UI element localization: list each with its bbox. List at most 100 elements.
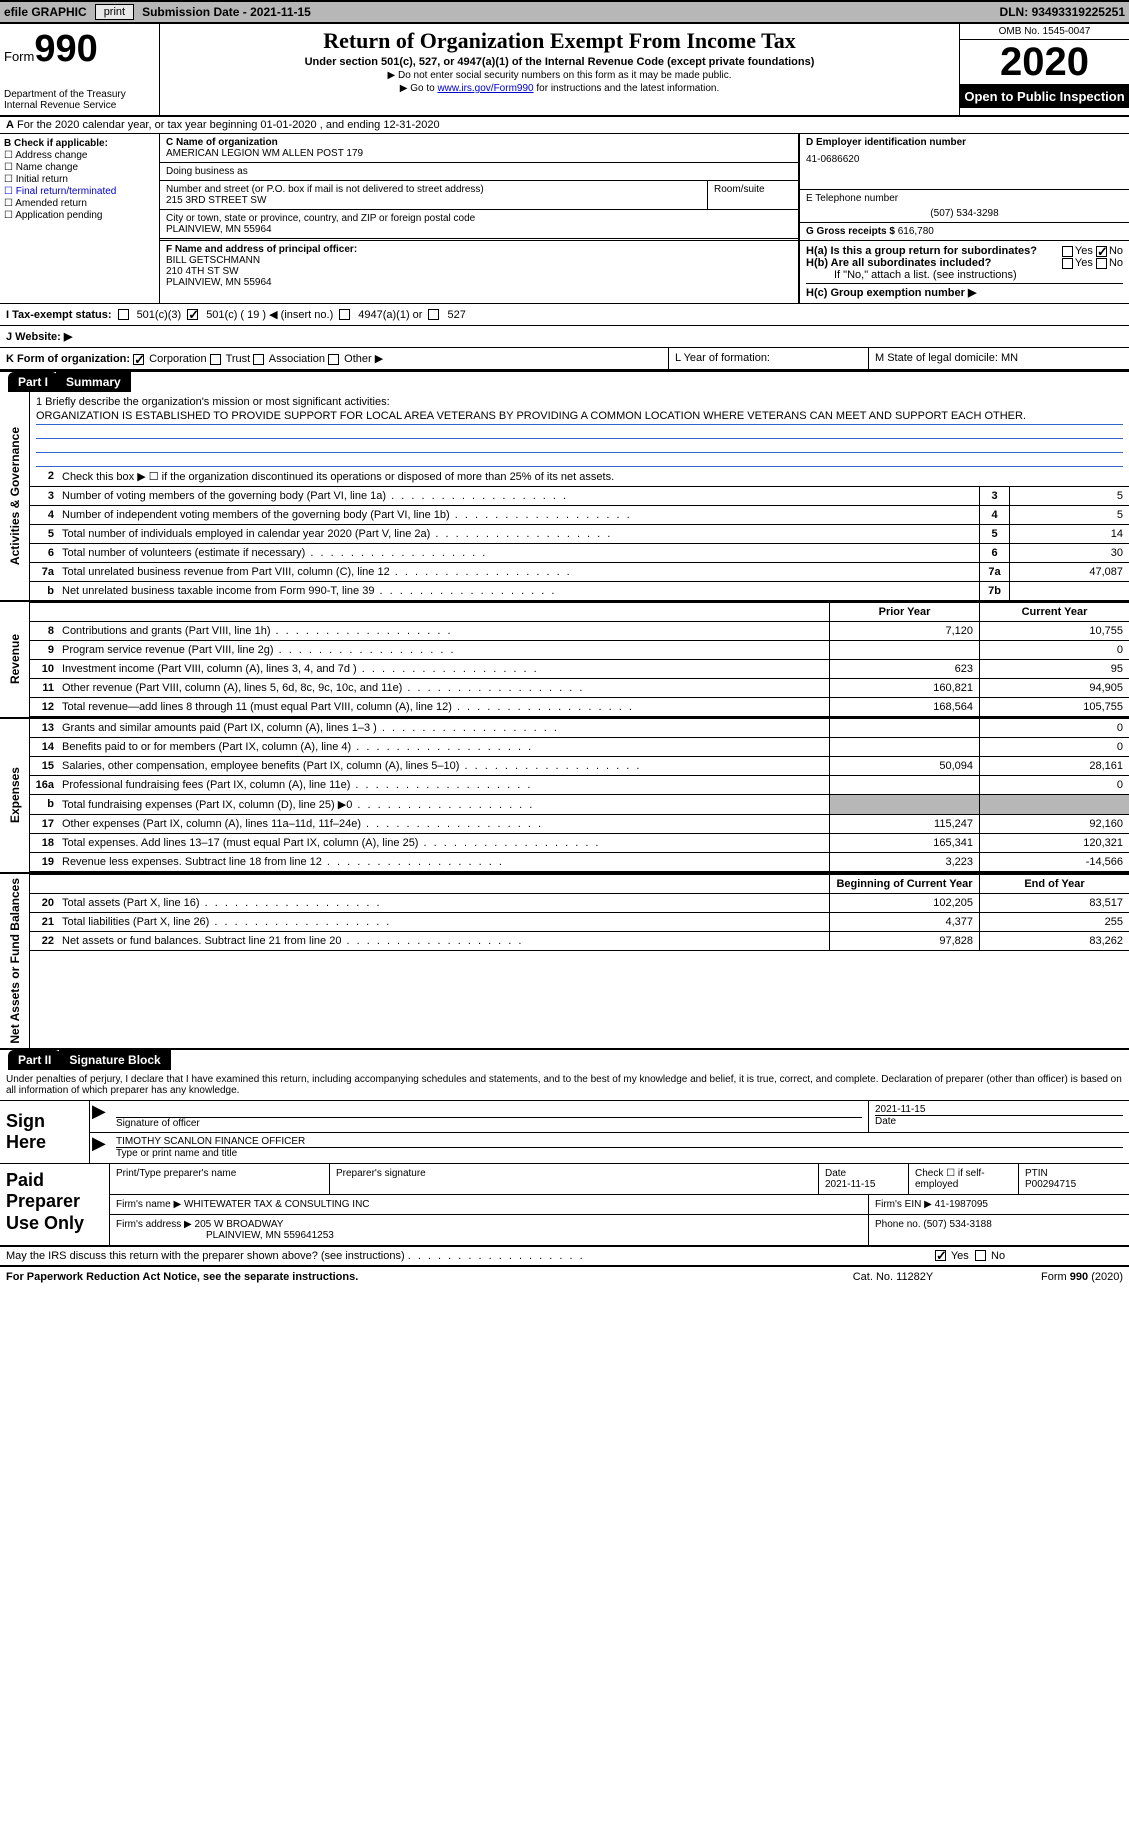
ha-yes[interactable] (1062, 246, 1073, 257)
cb-501c[interactable] (187, 309, 198, 320)
ein-value: 41-0686620 (806, 154, 1123, 165)
cb-other[interactable] (328, 354, 339, 365)
note2a: ▶ Go to (400, 83, 438, 94)
line-16a: 16aProfessional fundraising fees (Part I… (30, 776, 1129, 795)
prep-sig-label: Preparer's signature (330, 1164, 819, 1194)
revenue-section: Revenue Prior Year Current Year 8Contrib… (0, 602, 1129, 719)
line-22: 22Net assets or fund balances. Subtract … (30, 932, 1129, 951)
cb-corp[interactable] (133, 354, 144, 365)
prep-self-employed[interactable]: Check ☐ if self-employed (909, 1164, 1019, 1194)
line-20: 20Total assets (Part X, line 16)102,2058… (30, 894, 1129, 913)
phone-label: E Telephone number (806, 193, 1123, 204)
sig-of-officer-label: Signature of officer (116, 1118, 862, 1129)
mission-blank2 (36, 439, 1123, 453)
part2-title: Signature Block (59, 1050, 170, 1070)
chk-amended[interactable]: ☐ Amended return (4, 198, 155, 209)
dln: DLN: 93493319225251 (1000, 5, 1125, 19)
line-14: 14Benefits paid to or for members (Part … (30, 738, 1129, 757)
officer-addr2: PLAINVIEW, MN 55964 (166, 277, 792, 288)
sig-date: 2021-11-15 (875, 1104, 1123, 1116)
note-link: ▶ Go to www.irs.gov/Form990 for instruct… (168, 83, 951, 94)
form-subtitle: Under section 501(c), 527, or 4947(a)(1)… (168, 56, 951, 68)
note-ssn: ▶ Do not enter social security numbers o… (168, 70, 951, 81)
firm-phone: Phone no. (507) 534-3188 (869, 1215, 1129, 1245)
rev-col-header: Prior Year Current Year (30, 602, 1129, 622)
line-17: 17Other expenses (Part IX, column (A), l… (30, 815, 1129, 834)
city-label: City or town, state or province, country… (166, 213, 792, 224)
line-13: 13Grants and similar amounts paid (Part … (30, 719, 1129, 738)
dept-treasury: Department of the Treasury (4, 89, 155, 100)
h-c: H(c) Group exemption number ▶ (806, 287, 976, 299)
page-footer: For Paperwork Reduction Act Notice, see … (0, 1267, 1129, 1287)
mission-block: 1 Briefly describe the organization's mi… (30, 392, 1129, 467)
hdr-prior-year: Prior Year (829, 603, 979, 621)
line-21: 21Total liabilities (Part X, line 26)4,3… (30, 913, 1129, 932)
gov-line-7a: 7aTotal unrelated business revenue from … (30, 563, 1129, 582)
submission-date-label: Submission Date - 2021-11-15 (142, 5, 311, 19)
box-c-name: C Name of organization AMERICAN LEGION W… (160, 134, 798, 163)
print-button[interactable]: print (95, 4, 134, 20)
ha-no[interactable] (1096, 246, 1107, 257)
chk-app-pending[interactable]: ☐ Application pending (4, 210, 155, 221)
governance-section: Activities & Governance 1 Briefly descri… (0, 392, 1129, 602)
part-1-header: Part ISummary (0, 371, 1129, 392)
paid-preparer-label: Paid Preparer Use Only (0, 1164, 110, 1245)
period-text: For the 2020 calendar year, or tax year … (17, 119, 440, 131)
cb-527[interactable] (428, 309, 439, 320)
discuss-no[interactable] (975, 1250, 986, 1261)
officer-label: F Name and address of principal officer: (166, 244, 357, 255)
line-18: 18Total expenses. Add lines 13–17 (must … (30, 834, 1129, 853)
hdr-begin-year: Beginning of Current Year (829, 875, 979, 893)
form-word: Form (4, 49, 34, 64)
chk-final-return[interactable]: ☐ Final return/terminated (4, 186, 155, 197)
box-d-ein: D Employer identification number 41-0686… (800, 134, 1129, 190)
sig-date-label: Date (875, 1116, 1123, 1127)
box-b: B Check if applicable: ☐ Address change … (0, 134, 160, 303)
section-a-period: A For the 2020 calendar year, or tax yea… (0, 117, 1129, 134)
irs-link[interactable]: www.irs.gov/Form990 (437, 83, 533, 94)
cb-assoc[interactable] (253, 354, 264, 365)
form-number: Form990 (4, 28, 155, 71)
top-toolbar: efile GRAPHIC print Submission Date - 20… (0, 0, 1129, 24)
line-10: 10Investment income (Part VIII, column (… (30, 660, 1129, 679)
vlabel-revenue: Revenue (0, 602, 30, 717)
line-19: 19Revenue less expenses. Subtract line 1… (30, 853, 1129, 872)
room-label: Room/suite (714, 184, 792, 195)
vlabel-governance: Activities & Governance (0, 392, 30, 600)
hb-yes[interactable] (1062, 258, 1073, 269)
mission-blank1 (36, 425, 1123, 439)
tax-year: 2020 (960, 40, 1129, 85)
cb-501c3[interactable] (118, 309, 129, 320)
line-8: 8Contributions and grants (Part VIII, li… (30, 622, 1129, 641)
cb-4947[interactable] (339, 309, 350, 320)
cb-trust[interactable] (210, 354, 221, 365)
street-label: Number and street (or P.O. box if mail i… (166, 184, 701, 195)
row-i-status: I Tax-exempt status: 501(c)(3) 501(c) ( … (0, 304, 1129, 326)
gov-line-3: 3Number of voting members of the governi… (30, 487, 1129, 506)
public-inspection: Open to Public Inspection (960, 85, 1129, 108)
k-label: K Form of organization: (6, 353, 130, 365)
vlabel-netassets: Net Assets or Fund Balances (0, 874, 30, 1048)
dln-label: DLN: (1000, 5, 1029, 19)
box-m-state: M State of legal domicile: MN (869, 348, 1129, 369)
row-j-website: J Website: ▶ (0, 326, 1129, 348)
chk-initial-return[interactable]: ☐ Initial return (4, 174, 155, 185)
line-15: 15Salaries, other compensation, employee… (30, 757, 1129, 776)
gov-line-6: 6Total number of volunteers (estimate if… (30, 544, 1129, 563)
header-right: OMB No. 1545-0047 2020 Open to Public In… (959, 24, 1129, 115)
receipts-value: 616,780 (898, 226, 934, 237)
prep-ptin: PTINP00294715 (1019, 1164, 1129, 1194)
footer-paperwork: For Paperwork Reduction Act Notice, see … (6, 1271, 823, 1283)
discuss-yes[interactable] (935, 1250, 946, 1261)
hb-no[interactable] (1096, 258, 1107, 269)
chk-address-change[interactable]: ☐ Address change (4, 150, 155, 161)
firm-ein: Firm's EIN ▶ 41-1987095 (869, 1195, 1129, 1214)
box-street: Number and street (or P.O. box if mail i… (160, 181, 708, 210)
part1-label: Part I (8, 372, 58, 392)
mission-intro: 1 Briefly describe the organization's mi… (36, 396, 1123, 408)
city-value: PLAINVIEW, MN 55964 (166, 224, 792, 235)
chk-name-change[interactable]: ☐ Name change (4, 162, 155, 173)
box-k: K Form of organization: Corporation Trus… (0, 348, 669, 369)
net-col-header: Beginning of Current Year End of Year (30, 874, 1129, 894)
hdr-end-year: End of Year (979, 875, 1129, 893)
